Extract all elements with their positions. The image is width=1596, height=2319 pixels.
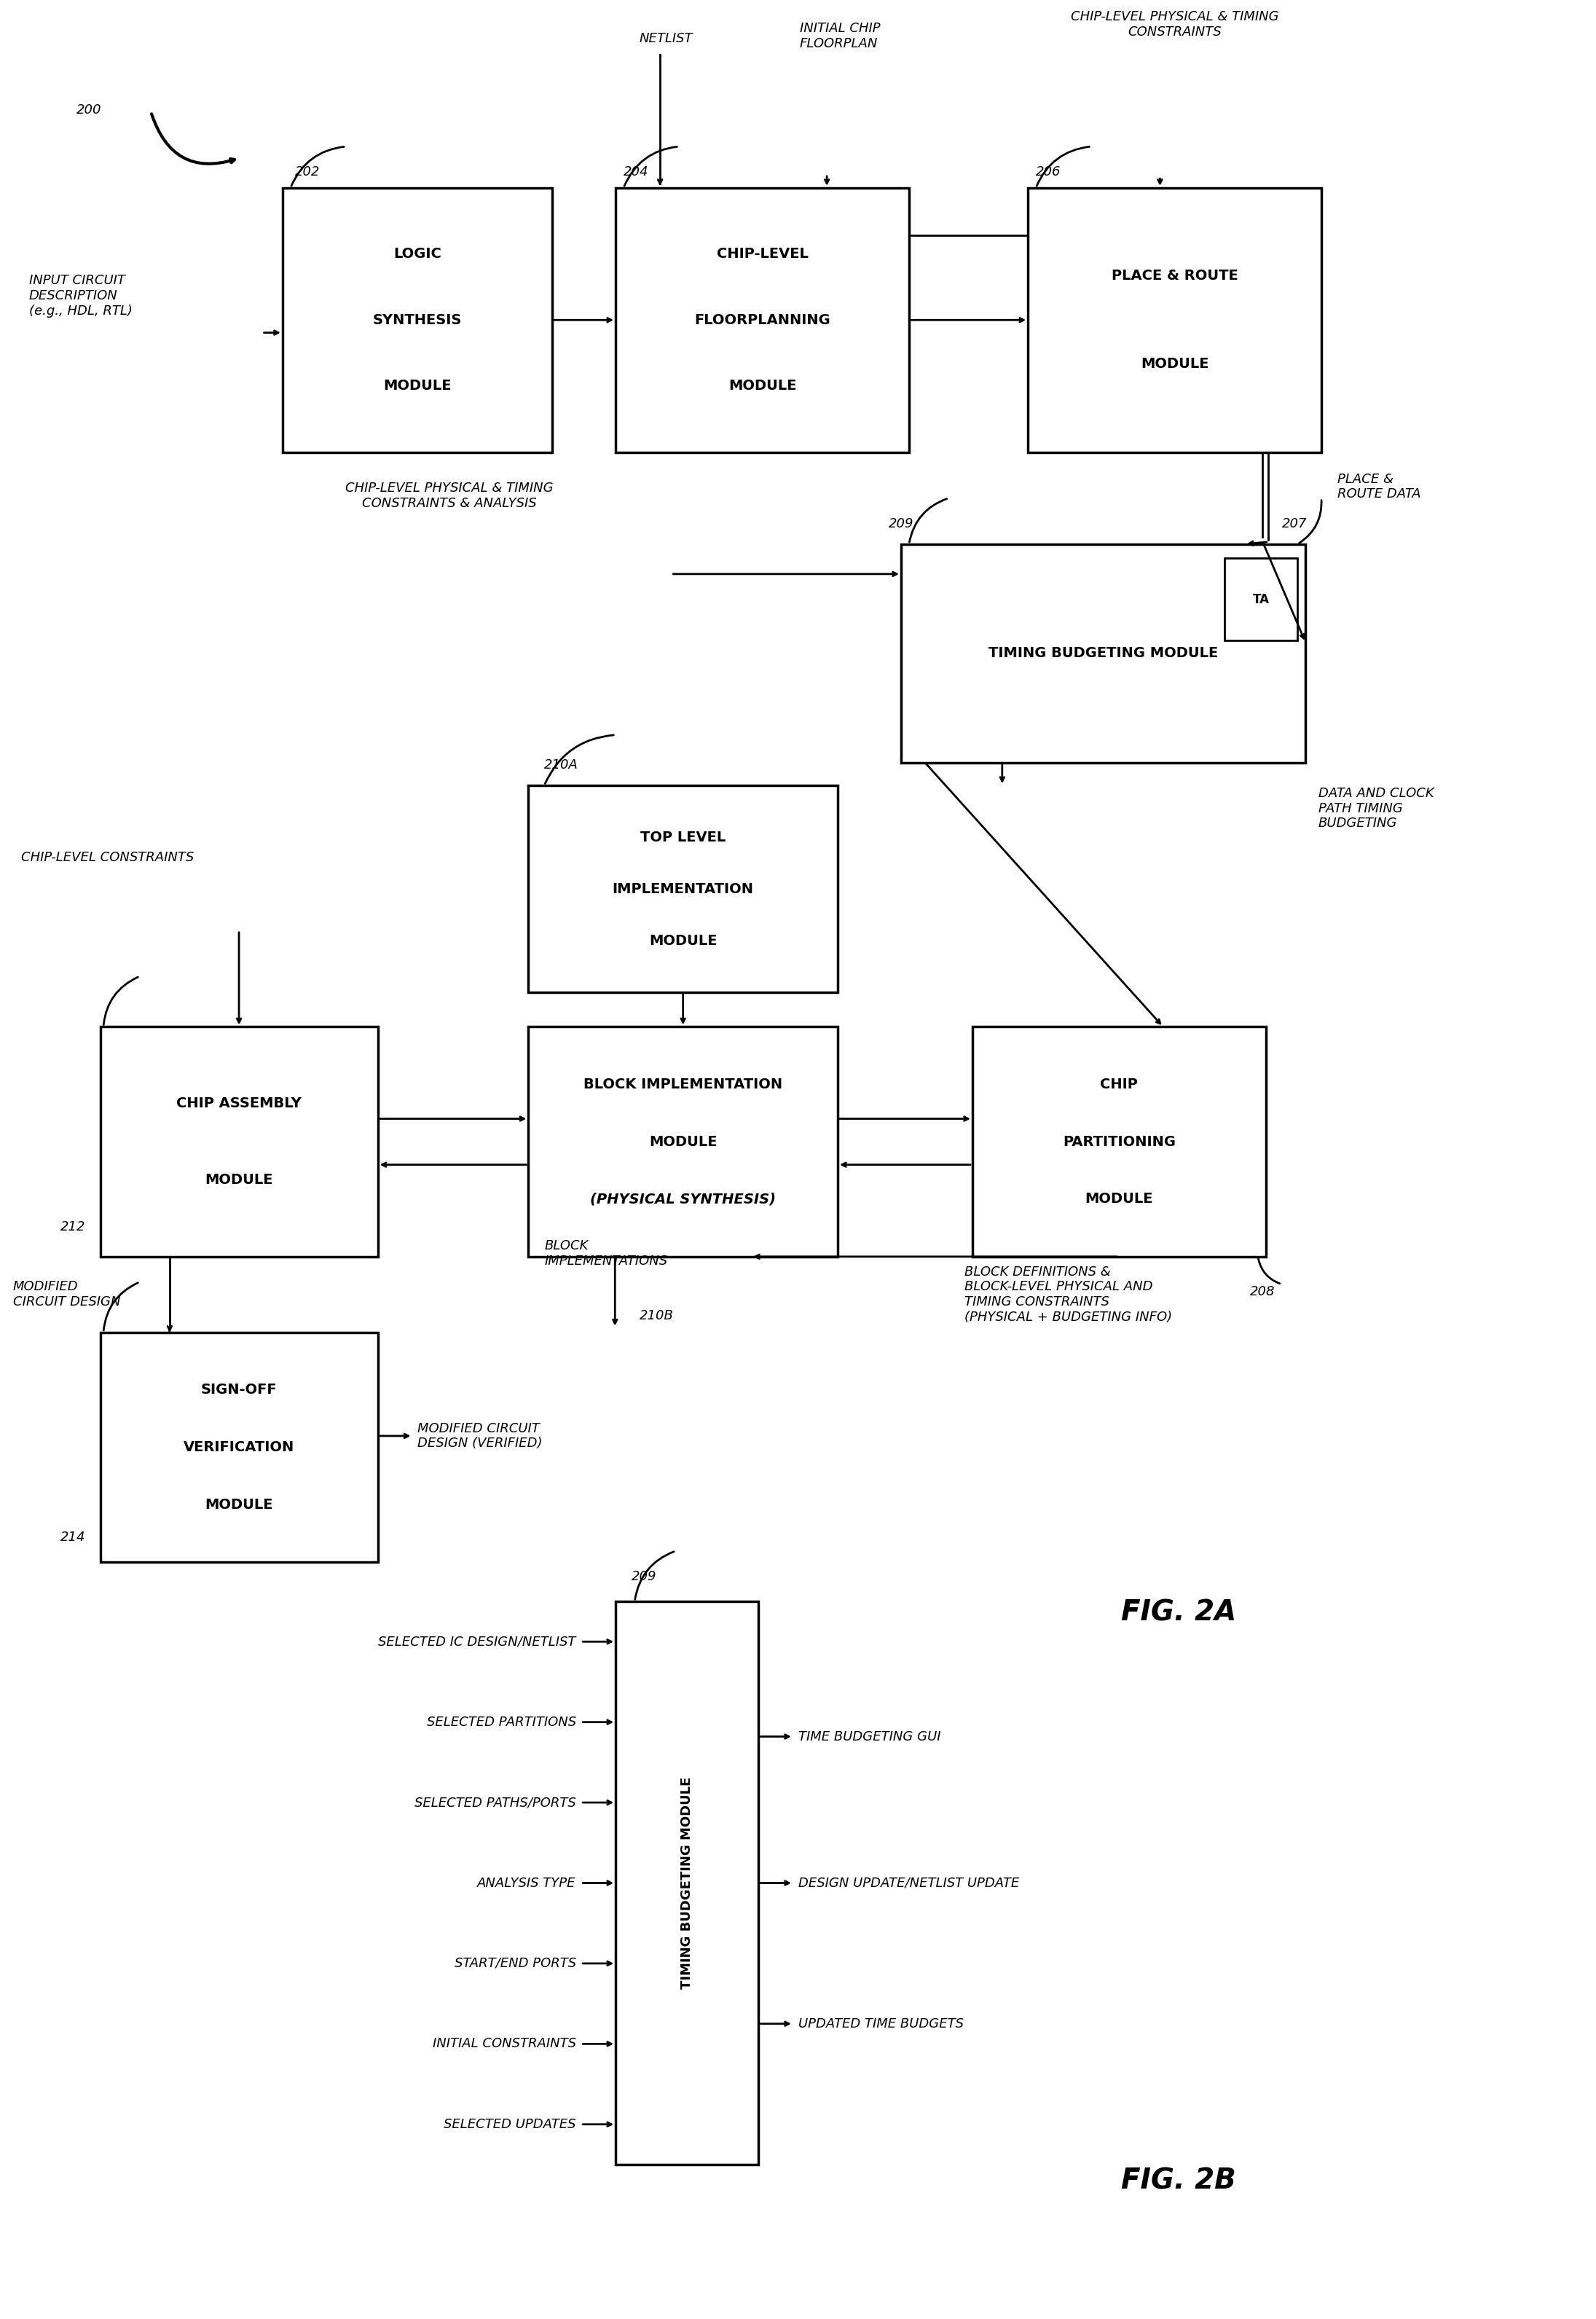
Text: MODIFIED CIRCUIT
DESIGN (VERIFIED): MODIFIED CIRCUIT DESIGN (VERIFIED)	[418, 1422, 543, 1449]
Text: MODULE: MODULE	[650, 935, 717, 948]
Text: PLACE & ROUTE: PLACE & ROUTE	[1111, 269, 1238, 283]
Text: 210A: 210A	[544, 758, 578, 772]
Text: BLOCK IMPLEMENTATION: BLOCK IMPLEMENTATION	[584, 1078, 782, 1092]
Bar	[528, 786, 838, 993]
Text: TIMING BUDGETING MODULE: TIMING BUDGETING MODULE	[680, 1776, 694, 1990]
Text: FIG. 2B: FIG. 2B	[1120, 2166, 1235, 2194]
Text: 207: 207	[1282, 517, 1307, 531]
Text: TOP LEVEL: TOP LEVEL	[640, 830, 726, 844]
Text: MODULE: MODULE	[204, 1498, 273, 1512]
Text: MODULE: MODULE	[1141, 357, 1208, 371]
Text: CHIP: CHIP	[1100, 1078, 1138, 1092]
Text: (PHYSICAL SYNTHESIS): (PHYSICAL SYNTHESIS)	[591, 1192, 776, 1206]
Text: IMPLEMENTATION: IMPLEMENTATION	[613, 881, 753, 895]
Bar	[101, 1333, 378, 1563]
Text: INITIAL CHIP
FLOORPLAN: INITIAL CHIP FLOORPLAN	[800, 21, 879, 51]
Bar	[616, 188, 910, 452]
Text: TA: TA	[1253, 594, 1269, 605]
Text: BLOCK
IMPLEMENTATIONS: BLOCK IMPLEMENTATIONS	[544, 1238, 667, 1266]
Bar	[528, 1027, 838, 1257]
Text: UPDATED TIME BUDGETS: UPDATED TIME BUDGETS	[798, 2018, 964, 2031]
Text: 209: 209	[889, 517, 913, 531]
Bar	[972, 1027, 1266, 1257]
Text: VERIFICATION: VERIFICATION	[184, 1440, 294, 1454]
Text: DATA AND CLOCK
PATH TIMING
BUDGETING: DATA AND CLOCK PATH TIMING BUDGETING	[1318, 786, 1433, 830]
Text: MODULE: MODULE	[1085, 1192, 1154, 1206]
Text: BLOCK DEFINITIONS &
BLOCK-LEVEL PHYSICAL AND
TIMING CONSTRAINTS
(PHYSICAL + BUDG: BLOCK DEFINITIONS & BLOCK-LEVEL PHYSICAL…	[964, 1266, 1171, 1324]
Text: 214: 214	[61, 1531, 86, 1544]
Text: START/END PORTS: START/END PORTS	[455, 1957, 576, 1969]
Text: 204: 204	[624, 165, 648, 179]
Text: PLACE &
ROUTE DATA: PLACE & ROUTE DATA	[1337, 473, 1420, 501]
Text: CHIP-LEVEL: CHIP-LEVEL	[717, 248, 808, 260]
Text: MODULE: MODULE	[650, 1134, 717, 1148]
Bar	[1028, 188, 1321, 452]
Text: LOGIC: LOGIC	[393, 248, 442, 260]
Text: INPUT CIRCUIT
DESCRIPTION
(e.g., HDL, RTL): INPUT CIRCUIT DESCRIPTION (e.g., HDL, RT…	[29, 274, 132, 318]
Text: SYNTHESIS: SYNTHESIS	[373, 313, 461, 327]
Text: ANALYSIS TYPE: ANALYSIS TYPE	[477, 1876, 576, 1890]
Text: MODULE: MODULE	[728, 380, 796, 392]
Text: CHIP-LEVEL PHYSICAL & TIMING
CONSTRAINTS & ANALYSIS: CHIP-LEVEL PHYSICAL & TIMING CONSTRAINTS…	[345, 482, 554, 510]
Text: 212: 212	[61, 1220, 86, 1234]
Text: MODULE: MODULE	[383, 380, 452, 392]
Text: 209: 209	[632, 1570, 656, 1584]
Text: 208: 208	[1250, 1285, 1275, 1299]
Text: 200: 200	[77, 104, 102, 116]
Bar	[902, 545, 1306, 763]
Text: DESIGN UPDATE/NETLIST UPDATE: DESIGN UPDATE/NETLIST UPDATE	[798, 1876, 1018, 1890]
Text: SELECTED UPDATES: SELECTED UPDATES	[444, 2117, 576, 2131]
Text: FLOORPLANNING: FLOORPLANNING	[694, 313, 830, 327]
Text: SELECTED PATHS/PORTS: SELECTED PATHS/PORTS	[415, 1795, 576, 1809]
Text: NETLIST: NETLIST	[640, 32, 693, 46]
Text: 210B: 210B	[640, 1308, 674, 1322]
Bar	[101, 1027, 378, 1257]
Text: SELECTED IC DESIGN/NETLIST: SELECTED IC DESIGN/NETLIST	[378, 1635, 576, 1649]
Text: PARTITIONING: PARTITIONING	[1063, 1134, 1176, 1148]
Text: 202: 202	[295, 165, 321, 179]
Text: FIG. 2A: FIG. 2A	[1120, 1600, 1237, 1626]
Text: CHIP ASSEMBLY: CHIP ASSEMBLY	[177, 1097, 302, 1111]
Text: INITIAL CONSTRAINTS: INITIAL CONSTRAINTS	[433, 2038, 576, 2050]
Text: MODULE: MODULE	[204, 1173, 273, 1187]
Text: SELECTED PARTITIONS: SELECTED PARTITIONS	[426, 1716, 576, 1728]
Text: MODIFIED
CIRCUIT DESIGN: MODIFIED CIRCUIT DESIGN	[13, 1280, 120, 1308]
Bar	[282, 188, 552, 452]
Text: SIGN-OFF: SIGN-OFF	[201, 1382, 278, 1396]
Text: 206: 206	[1036, 165, 1061, 179]
Bar	[616, 1602, 758, 2164]
Text: TIME BUDGETING GUI: TIME BUDGETING GUI	[798, 1730, 940, 1744]
Text: CHIP-LEVEL CONSTRAINTS: CHIP-LEVEL CONSTRAINTS	[21, 851, 193, 865]
Bar	[1224, 559, 1298, 640]
Text: TIMING BUDGETING MODULE: TIMING BUDGETING MODULE	[988, 647, 1218, 661]
Text: CHIP-LEVEL PHYSICAL & TIMING
CONSTRAINTS: CHIP-LEVEL PHYSICAL & TIMING CONSTRAINTS	[1071, 9, 1278, 39]
